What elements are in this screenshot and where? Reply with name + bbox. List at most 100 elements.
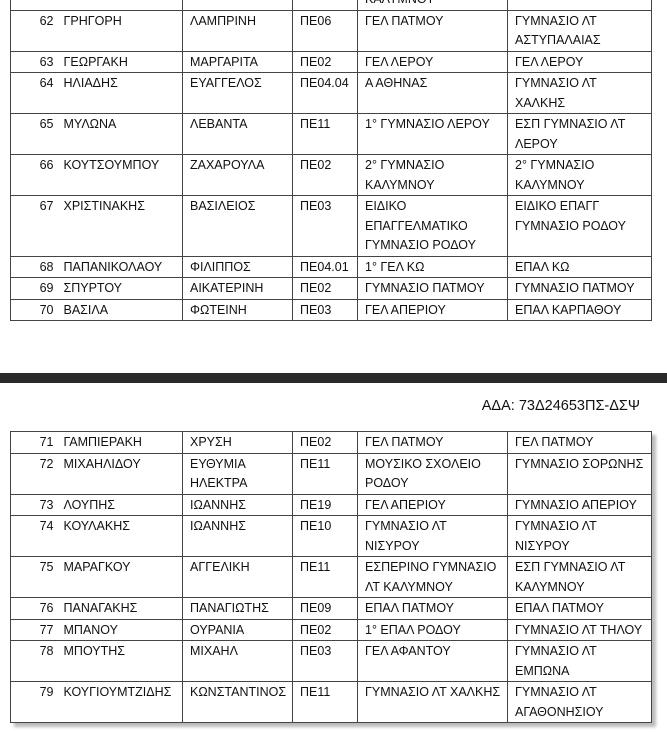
cell: ΓΕΛ ΠΑΤΜΟΥ xyxy=(357,9,508,52)
cell: 1° ΓΕΛ ΚΩ xyxy=(357,255,508,278)
cell: ΒΑΣΙΛΑ xyxy=(57,298,183,321)
cell: ΠΕ19 xyxy=(292,493,358,516)
table-row: 69 ΣΠΥΡΤΟΥ ΑΙΚΑΤΕΡΙΝΗ ΠΕ02 ΓΥΜΝΑΣΙΟ ΠΑΤΜΟΥ ΓΥ… xyxy=(10,277,652,300)
cell: 77 xyxy=(10,618,58,641)
cell: ΕΠΑΛ ΠΑΤΜΟΥ xyxy=(357,597,508,620)
cell: ΠΕ02 xyxy=(292,431,358,454)
cell: 64 xyxy=(10,72,58,114)
table-row: 65 ΜΥΛΩΝΑ ΛΕΒΑΝΤΑ ΠΕ11 1° ΓΥΜΝΑΣΙΟ ΛΕΡΟΥ ΕΣΠ … xyxy=(10,113,652,155)
cell: ΜΠΟΥΤΗΣ xyxy=(57,640,183,682)
cell: ΕΥΘΥΜΙΑ ΗΛΕΚΤΡΑ xyxy=(182,452,293,495)
cell: ΓΕΛ ΑΦΑΝΤΟΥ xyxy=(357,640,508,682)
cell: ΓΥΜΝΑΣΙΟ ΛΤ ΧΑΛΚΗΣ xyxy=(507,72,652,114)
cell: ΜΙΧΑΗΛ xyxy=(182,640,293,682)
cell: 66 xyxy=(10,154,58,196)
cell: ΠΕ11 xyxy=(292,556,358,598)
cell: 67 xyxy=(10,195,58,257)
cell: 62 xyxy=(10,9,58,52)
cell: ΠΕ03 xyxy=(292,640,358,682)
cell: ΦΩΤΕΙΝΗ xyxy=(182,298,293,321)
cell: ΠΕ06 xyxy=(292,9,358,52)
table-row: 71 ΓΑΜΠΙΕΡΑΚΗ ΧΡΥΣΗ ΠΕ02 ΓΕΛ ΠΑΤΜΟΥ ΓΕΛ ΠΑΤΜΟ… xyxy=(10,431,652,454)
cell: ΠΕ02 xyxy=(292,154,358,196)
ada-code: ΑΔΑ: 73Δ24653ΠΣ-ΔΣΨ xyxy=(481,398,640,414)
cell: ΓΕΛ ΛΕΡΟΥ xyxy=(357,50,508,73)
table-row: 67 ΧΡΙΣΤΙΝΑΚΗΣ ΒΑΣΙΛΕΙΟΣ ΠΕ03 ΕΙΔΙΚΟ ΕΠΑΓΓΕΛ… xyxy=(10,195,652,257)
cell: ΠΕ03 xyxy=(292,298,358,321)
cell: ΙΩΑΝΝΗΣ xyxy=(182,493,293,516)
cell: ΖΑΧΑΡΟΥΛΑ xyxy=(182,154,293,196)
cell: ΓΡΗΓΟΡΗ xyxy=(57,9,183,52)
cell: ΚΩΝΣΤΑΝΤΙΝΟΣ xyxy=(182,681,293,723)
cell: ΓΕΛ ΠΑΤΜΟΥ xyxy=(507,431,652,454)
cell: ΟΥΡΑΝΙΑ xyxy=(182,618,293,641)
cell: ΚΟΥΓΙΟΥΜΤΖΙΔΗΣ xyxy=(57,681,183,723)
cell: 1° ΕΠΑΛ ΡΟΔΟΥ xyxy=(357,618,508,641)
clipped-row: ΚΑΛΥΜΝΟΥ xyxy=(10,0,652,11)
cell: 71 xyxy=(10,431,58,454)
cell: ΧΡΙΣΤΙΝΑΚΗΣ xyxy=(57,195,183,257)
cell: ΕΣΠΕΡΙΝΟ ΓΥΜΝΑΣΙΟ ΛΤ ΚΑΛΥΜΝΟΥ xyxy=(357,556,508,598)
cell: ΠΕ03 xyxy=(292,195,358,257)
cell: ΓΥΜΝΑΣΙΟ ΛΤ ΧΑΛΚΗΣ xyxy=(357,681,508,723)
cell: 72 xyxy=(10,452,58,495)
cell: ΕΙΔΙΚΟ ΕΠΑΓΓ ΓΥΜΝΑΣΙΟ ΡΟΔΟΥ xyxy=(507,195,652,257)
cell: ΓΥΜΝΑΣΙΟ ΣΟΡΩΝΗΣ xyxy=(507,452,652,495)
cell: ΦΙΛΙΠΠΟΣ xyxy=(182,255,293,278)
cell: ΓΥΜΝΑΣΙΟ ΛΤ ΝΙΣΥΡΟΥ xyxy=(357,515,508,557)
cell: ΓΥΜΝΑΣΙΟ ΠΑΤΜΟΥ xyxy=(507,277,652,300)
cell: ΠΑΝΑΓΑΚΗΣ xyxy=(57,597,183,620)
cell: 76 xyxy=(10,597,58,620)
cell: ΧΡΥΣΗ xyxy=(182,431,293,454)
cell: ΑΙΚΑΤΕΡΙΝΗ xyxy=(182,277,293,300)
cell: ΕΣΠ ΓΥΜΝΑΣΙΟ ΛΤ ΛΕΡΟΥ xyxy=(507,113,652,155)
cell: 69 xyxy=(10,277,58,300)
cell: ΕΠΑΛ ΠΑΤΜΟΥ xyxy=(507,597,652,620)
cell: ΠΕ11 xyxy=(292,452,358,495)
cell: ΜΠΑΝΟΥ xyxy=(57,618,183,641)
cell: ΠΕ11 xyxy=(292,113,358,155)
cell: 75 xyxy=(10,556,58,598)
cell: ΕΠΑΛ ΚΑΡΠΑΘΟΥ xyxy=(507,298,652,321)
cell: ΜΟΥΣΙΚΟ ΣΧΟΛΕΙΟ ΡΟΔΟΥ xyxy=(357,452,508,495)
cell: ΑΓΓΕΛΙΚΗ xyxy=(182,556,293,598)
cell: ΠΕ10 xyxy=(292,515,358,557)
table-row: 63 ΓΕΩΡΓΑΚΗ ΜΑΡΓΑΡΙΤΑ ΠΕ02 ΓΕΛ ΛΕΡΟΥ ΓΕΛ ΛΕΡΟ… xyxy=(10,50,652,73)
cell: 2° ΓΥΜΝΑΣΙΟ ΚΑΛΥΜΝΟΥ xyxy=(357,154,508,196)
cell: ΓΕΛ ΛΕΡΟΥ xyxy=(507,50,652,73)
cell: ΜΑΡΓΑΡΙΤΑ xyxy=(182,50,293,73)
cell: ΕΠΑΛ ΚΩ xyxy=(507,255,652,278)
table-row: 78 ΜΠΟΥΤΗΣ ΜΙΧΑΗΛ ΠΕ03 ΓΕΛ ΑΦΑΝΤΟΥ ΓΥΜΝΑΣΙΟ Λ… xyxy=(10,640,652,682)
bottom-table: 71 ΓΑΜΠΙΕΡΑΚΗ ΧΡΥΣΗ ΠΕ02 ΓΕΛ ΠΑΤΜΟΥ ΓΕΛ ΠΑΤΜΟ… xyxy=(10,431,652,723)
cell: ΓΥΜΝΑΣΙΟ ΛΤ ΤΗΛΟΥ xyxy=(507,618,652,641)
cell: ΓΥΜΝΑΣΙΟ ΑΠΕΡΙΟΥ xyxy=(507,493,652,516)
cell: 78 xyxy=(10,640,58,682)
cell: ΓΥΜΝΑΣΙΟ ΛΤ ΝΙΣΥΡΟΥ xyxy=(507,515,652,557)
table-row: 62 ΓΡΗΓΟΡΗ ΛΑΜΠΡΙΝΗ ΠΕ06 ΓΕΛ ΠΑΤΜΟΥ ΓΥΜΝΑΣΙΟ … xyxy=(10,9,652,52)
cell: ΛΟΥΠΗΣ xyxy=(57,493,183,516)
cell: ΓΥΜΝΑΣΙΟ ΠΑΤΜΟΥ xyxy=(357,277,508,300)
cell: ΣΠΥΡΤΟΥ xyxy=(57,277,183,300)
cell: 2° ΓΥΜΝΑΣΙΟ ΚΑΛΥΜΝΟΥ xyxy=(507,154,652,196)
cell: 65 xyxy=(10,113,58,155)
cell: 70 xyxy=(10,298,58,321)
cell: ΠΕ09 xyxy=(292,597,358,620)
cell: ΠΕ04.04 xyxy=(292,72,358,114)
cell: ΜΙΧΑΗΛΙΔΟΥ xyxy=(57,452,183,495)
cell: ΠΑΝΑΓΙΩΤΗΣ xyxy=(182,597,293,620)
cell: ΕΙΔΙΚΟ ΕΠΑΓΓΕΛΜΑΤΙΚΟ ΓΥΜΝΑΣΙΟ ΡΟΔΟΥ xyxy=(357,195,508,257)
cell: ΚΟΥΛΑΚΗΣ xyxy=(57,515,183,557)
cell: ΓΥΜΝΑΣΙΟ ΛΤ ΑΓΑΘΟΝΗΣΙΟΥ xyxy=(507,681,652,723)
cell: ΠΕ11 xyxy=(292,681,358,723)
cell: ΓΕΛ ΑΠΕΡΙΟΥ xyxy=(357,298,508,321)
cell: ΙΩΑΝΝΗΣ xyxy=(182,515,293,557)
cell: ΛΕΒΑΝΤΑ xyxy=(182,113,293,155)
table-row: 74 ΚΟΥΛΑΚΗΣ ΙΩΑΝΝΗΣ ΠΕ10 ΓΥΜΝΑΣΙΟ ΛΤ ΝΙΣΥΡΟΥ… xyxy=(10,515,652,557)
cell: 73 xyxy=(10,493,58,516)
table-row: 68 ΠΑΠΑΝΙΚΟΛΑΟΥ ΦΙΛΙΠΠΟΣ ΠΕ04.01 1° ΓΕΛ ΚΩ ΕΠ… xyxy=(10,255,652,278)
cell: ΠΕ02 xyxy=(292,50,358,73)
cell: ΓΕΛ ΠΑΤΜΟΥ xyxy=(357,431,508,454)
cell: 63 xyxy=(10,50,58,73)
table-row: 70 ΒΑΣΙΛΑ ΦΩΤΕΙΝΗ ΠΕ03 ΓΕΛ ΑΠΕΡΙΟΥ ΕΠΑΛ ΚΑΡΠΑ… xyxy=(10,298,652,321)
